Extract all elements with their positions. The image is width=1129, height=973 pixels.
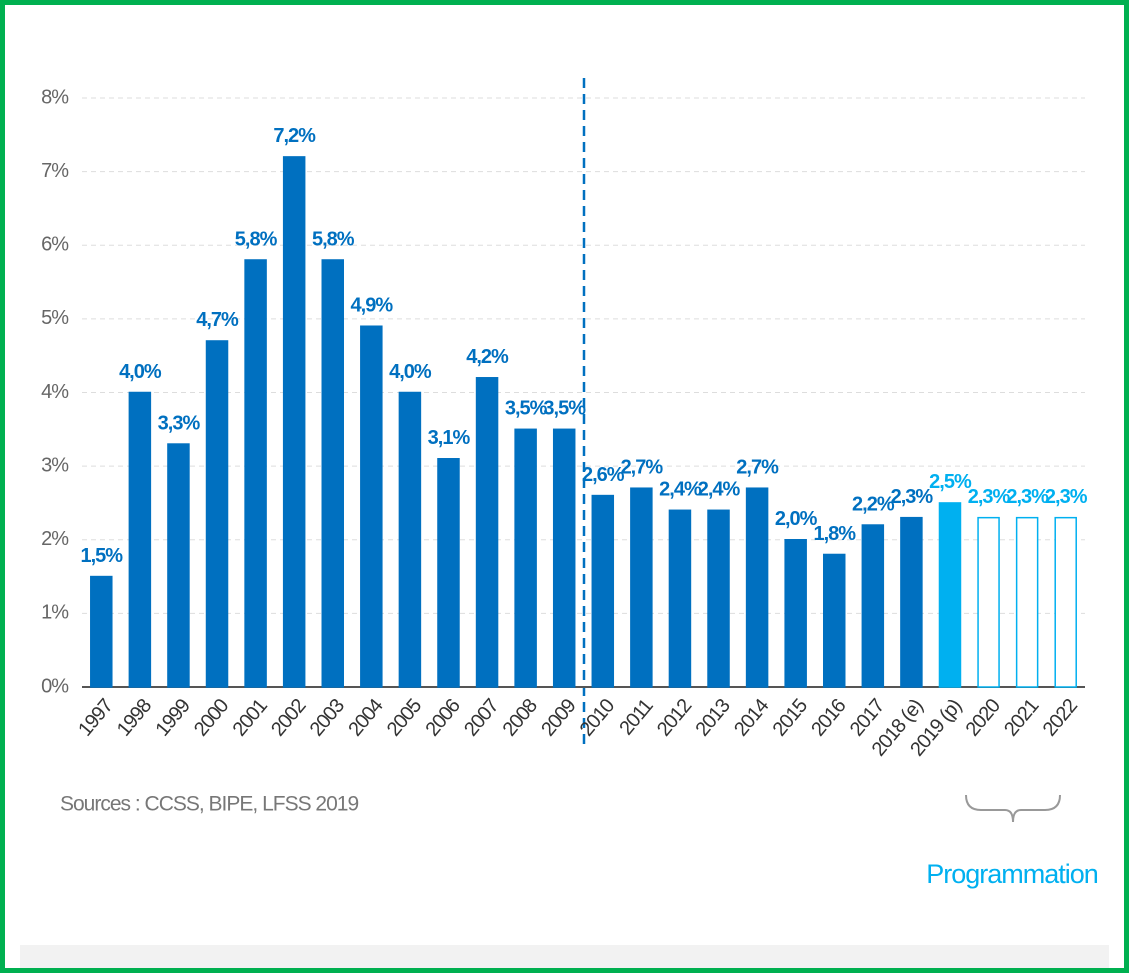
value-label: 1,5% <box>80 545 123 567</box>
bar <box>591 494 615 688</box>
value-label: 2,0% <box>775 508 818 530</box>
value-label: 2,3% <box>1006 486 1049 508</box>
bar <box>282 156 306 688</box>
value-label: 2,5% <box>929 471 972 493</box>
bar <box>398 391 422 688</box>
value-label: 1,8% <box>813 523 856 545</box>
source: Sources : CCSS, BIPE, LFSS 2019 <box>60 793 358 816</box>
y-tick-label: 1% <box>41 602 69 624</box>
value-label: 3,5% <box>505 398 548 420</box>
value-label: 4,0% <box>119 361 162 383</box>
bar <box>938 502 962 688</box>
bar <box>977 516 1000 688</box>
value-label: 7,2% <box>273 125 316 147</box>
value-label: 4,9% <box>351 295 394 317</box>
bar <box>745 487 769 688</box>
brace <box>965 794 1061 823</box>
bar <box>1054 516 1077 688</box>
bar <box>668 509 692 688</box>
value-label: 4,7% <box>196 309 239 331</box>
value-label: 2,4% <box>659 479 702 501</box>
bar <box>128 391 152 688</box>
value-label: 2,3% <box>968 486 1011 508</box>
bar <box>90 575 113 688</box>
value-label: 2,4% <box>698 479 741 501</box>
bar <box>514 428 537 688</box>
bar <box>475 377 499 688</box>
value-label: 5,8% <box>312 228 355 250</box>
value-label: 2,2% <box>852 493 895 515</box>
bar <box>167 443 190 688</box>
value-label: 3,1% <box>428 427 471 449</box>
y-tick-label: 8% <box>41 86 69 108</box>
bar <box>861 524 885 688</box>
y-tick-label: 6% <box>41 234 69 256</box>
bar <box>360 325 383 688</box>
bar <box>707 509 730 688</box>
bar <box>823 553 846 688</box>
bar <box>900 516 923 688</box>
value-label: 4,0% <box>389 361 432 383</box>
value-label: 2,7% <box>621 456 664 478</box>
value-label: 2,3% <box>1045 486 1088 508</box>
value-label: 2,6% <box>582 464 625 486</box>
bar <box>1015 516 1039 688</box>
y-tick-label: 5% <box>41 307 69 329</box>
y-tick-label: 2% <box>41 528 69 550</box>
value-label: 4,2% <box>466 346 509 368</box>
value-label: 3,5% <box>543 398 586 420</box>
y-tick-label: 7% <box>41 160 69 182</box>
y-tick-label: 0% <box>41 675 69 697</box>
y-tick-label: 3% <box>41 454 69 476</box>
y-tick-label: 4% <box>41 381 69 403</box>
value-label: 2,7% <box>736 456 779 478</box>
bar <box>205 340 229 688</box>
bar <box>630 487 653 688</box>
bar <box>784 539 807 688</box>
bar <box>321 259 344 688</box>
bar <box>552 428 576 688</box>
value-label: 3,3% <box>158 412 201 434</box>
value-label: 2,3% <box>891 486 934 508</box>
value-label: 5,8% <box>235 228 278 250</box>
bar <box>437 458 460 688</box>
bar <box>244 259 267 688</box>
annotation: Programmation <box>926 859 1098 889</box>
